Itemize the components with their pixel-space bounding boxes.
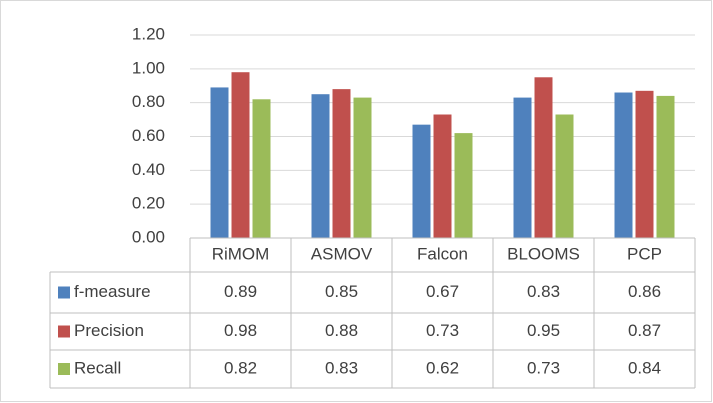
bar [353,97,372,238]
y-tick-label: 0.20 [132,194,165,213]
bar [513,97,532,238]
category-label: ASMOV [311,244,373,263]
bar [534,77,553,239]
bar [454,133,473,238]
bar [231,72,250,238]
bar [614,92,633,239]
table-value: 0.82 [224,358,257,377]
bar [311,94,330,238]
category-label: RiMOM [212,244,270,263]
table-value: 0.73 [426,321,459,340]
category-label: Falcon [417,244,468,263]
table-value: 0.89 [224,282,257,301]
table-value: 0.98 [224,321,257,340]
bar [210,87,229,238]
table-value: 0.88 [325,321,358,340]
y-tick-label: 1.20 [132,24,165,43]
legend-key [58,325,70,338]
table-value: 0.95 [527,321,560,340]
y-tick-label: 0.40 [132,160,165,179]
legend-key [58,363,70,375]
bar [252,99,271,239]
bar [555,114,574,238]
table-value: 0.84 [628,358,661,377]
y-tick-label: 1.00 [132,58,165,77]
legend-label: Recall [74,358,121,377]
table-value: 0.83 [325,358,358,377]
table-value: 0.86 [628,282,661,301]
bar [656,95,675,239]
table-value: 0.62 [426,358,459,377]
bar [635,90,654,238]
bar [332,89,351,238]
legend-label: f-measure [74,282,151,301]
bar [412,124,431,238]
table-value: 0.83 [527,282,560,301]
table-value: 0.87 [628,321,661,340]
table-value: 0.73 [527,358,560,377]
table-value: 0.85 [325,282,358,301]
y-tick-label: 0.60 [132,126,165,145]
y-tick-label: 0.80 [132,92,165,111]
table-value: 0.67 [426,282,459,301]
y-tick-label: 0.00 [132,227,165,246]
legend-key [58,286,70,299]
category-label: BLOOMS [507,244,580,263]
bar [433,114,452,238]
legend-label: Precision [74,321,144,340]
category-label: PCP [627,244,662,263]
